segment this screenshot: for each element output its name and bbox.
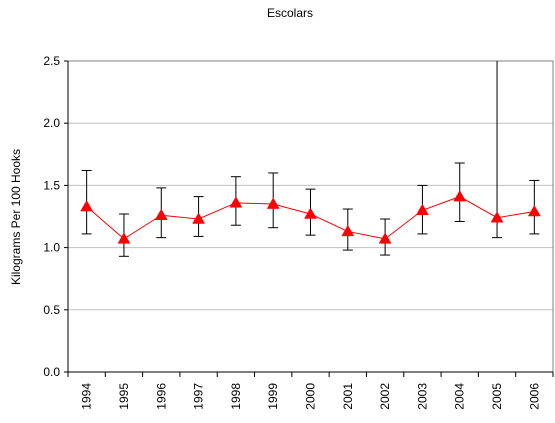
y-tick-label: 2.5	[43, 54, 60, 68]
data-point	[192, 212, 206, 224]
y-tick-label: 2.0	[43, 116, 60, 130]
x-tick-label: 1994	[80, 383, 94, 410]
y-tick-label: 0.5	[43, 303, 60, 317]
data-point	[154, 208, 168, 221]
data-point	[117, 232, 131, 244]
data-point	[453, 190, 467, 202]
x-tick-label: 2005	[490, 383, 504, 410]
data-point	[80, 200, 94, 212]
data-point	[527, 205, 541, 217]
x-tick-label: 2001	[341, 383, 355, 410]
data-point	[490, 211, 504, 223]
y-tick-label: 1.5	[43, 178, 60, 192]
data-point	[229, 196, 243, 208]
plot-area: 0.0 0.5 1.0 1.5 2.0 2.5 1994 1995 1996 1997 1998 19…	[43, 54, 554, 410]
data-point	[378, 232, 392, 244]
x-tick-label: 1996	[154, 383, 168, 410]
x-tick-label: 2004	[453, 383, 467, 410]
x-tick-label: 1995	[117, 383, 131, 410]
x-tick-label: 2000	[304, 383, 318, 410]
data-point	[304, 207, 317, 219]
y-tick-label: 0.0	[43, 365, 60, 379]
x-tick-label: 1999	[266, 383, 280, 410]
data-point	[266, 197, 280, 209]
data-point	[341, 224, 355, 237]
x-tick-label: 1998	[229, 383, 243, 410]
x-tick-label: 2006	[527, 383, 541, 410]
data-point	[415, 203, 429, 216]
x-tick-label: 1997	[192, 383, 206, 410]
x-tick-label: 2002	[378, 383, 392, 410]
chart-title: Escolars	[267, 6, 313, 20]
y-tick-label: 1.0	[43, 241, 60, 255]
y-axis-label: Kilograms Per 100 Hooks	[9, 149, 23, 285]
x-tick-label: 2003	[415, 383, 429, 410]
